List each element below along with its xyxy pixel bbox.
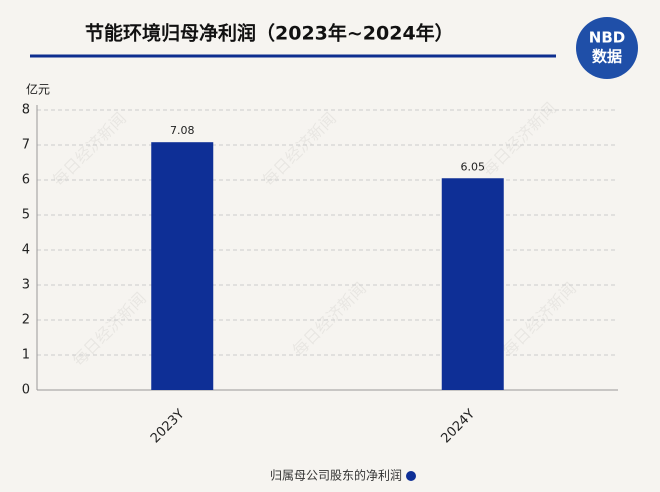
legend-label: 归属母公司股东的净利润 [270, 468, 402, 483]
data-label: 7.08 [170, 124, 195, 137]
chart-title: 节能环境归母净利润（2023年~2024年） [85, 22, 454, 45]
y-tick-label: 2 [22, 313, 30, 328]
y-tick-label: 6 [22, 173, 30, 188]
y-tick-label: 5 [22, 208, 30, 223]
y-tick-label: 3 [22, 278, 30, 293]
y-tick-label: 1 [22, 348, 30, 363]
y-tick-label: 0 [22, 383, 30, 398]
bar [441, 178, 504, 390]
logo [576, 17, 638, 79]
bar [151, 142, 214, 390]
logo-text: 数据 [592, 48, 622, 66]
y-tick-label: 4 [22, 243, 30, 258]
data-label: 6.05 [461, 160, 486, 173]
logo-text: NBD [589, 29, 625, 47]
y-unit: 亿元 [26, 82, 50, 97]
y-tick-label: 7 [22, 138, 30, 153]
legend-marker [406, 471, 416, 481]
y-tick-label: 8 [22, 103, 30, 118]
